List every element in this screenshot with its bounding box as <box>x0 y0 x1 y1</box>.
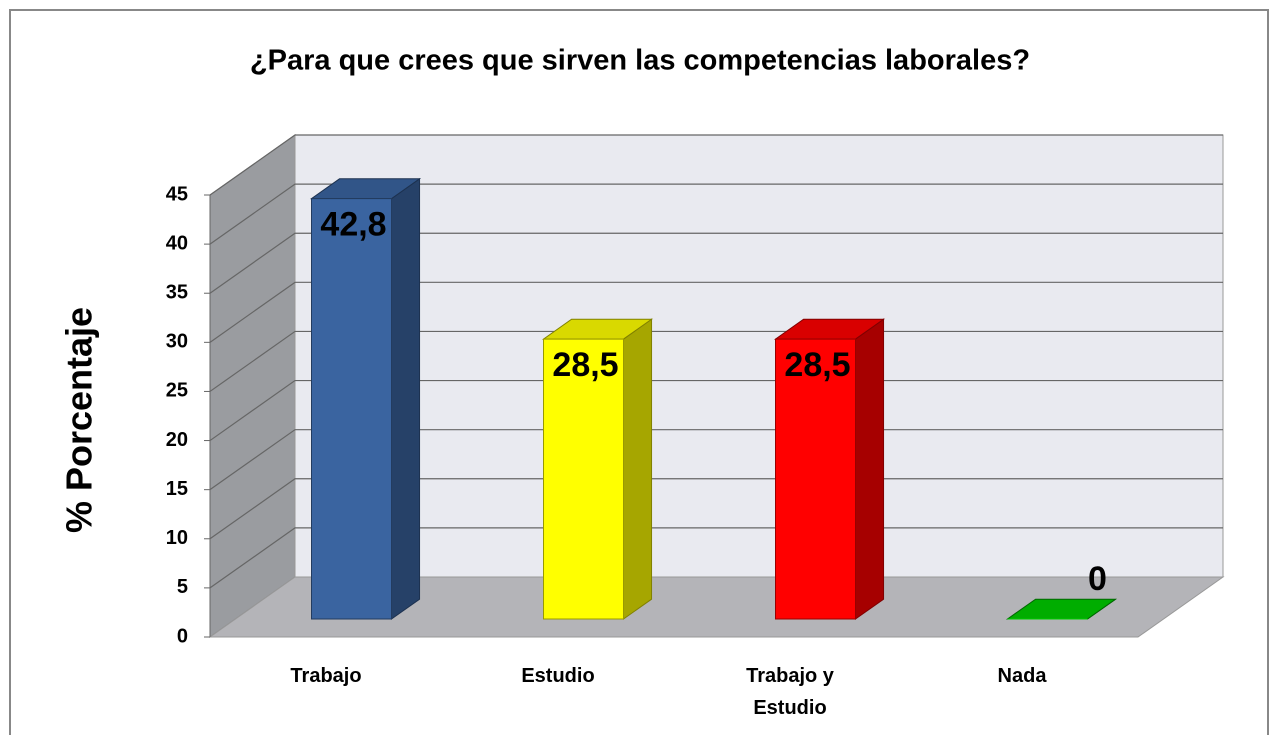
grid-line <box>209 478 1223 540</box>
bar-side <box>855 318 885 620</box>
y-axis-label: % Porcentaje <box>59 307 100 533</box>
y-tick-label: 5 <box>177 576 188 598</box>
y-tick-label: 0 <box>177 625 188 647</box>
value-label: 42,8 <box>320 206 386 244</box>
x-tick-label-box: Trabajo <box>290 665 362 687</box>
bar <box>311 198 392 620</box>
grid-line <box>209 232 1223 294</box>
grid-line <box>209 281 1223 343</box>
grid-line <box>209 183 1223 245</box>
bar-side <box>391 177 421 620</box>
back-wall <box>294 134 1224 578</box>
y-tick-label: 20 <box>166 429 188 451</box>
value-label: 28,5 <box>784 346 850 384</box>
grid-line <box>209 527 1223 589</box>
x-tick-label-box: Nada <box>997 665 1047 687</box>
x-tick-label: Nada <box>997 665 1047 687</box>
y-tick-label: 30 <box>166 331 188 353</box>
value-label: 28,5 <box>552 346 618 384</box>
floor <box>208 576 1225 638</box>
grid-line <box>209 330 1223 392</box>
x-tick-label: Trabajo <box>290 665 362 687</box>
y-tick-label: 35 <box>166 282 188 304</box>
x-tick-label-box: Estudio <box>521 665 595 687</box>
y-tick-label: 45 <box>166 183 188 205</box>
bar-side <box>623 318 653 620</box>
bar <box>543 338 624 620</box>
y-tick-label: 25 <box>166 380 188 402</box>
grid-line <box>209 134 1223 196</box>
y-tick-label: 40 <box>166 232 188 254</box>
grid-line <box>209 379 1223 442</box>
x-tick-label: Trabajo y Estudio <box>746 665 834 719</box>
chart-title: ¿Para que crees que sirven las competenc… <box>250 45 1030 77</box>
value-label: 0 <box>1088 560 1107 598</box>
x-tick-label-box: Trabajo y Estudio <box>746 665 834 719</box>
bar <box>775 338 856 620</box>
y-tick-label: 15 <box>166 478 188 500</box>
y-tick-label: 10 <box>166 527 188 549</box>
x-tick-label: Estudio <box>521 665 595 687</box>
grid-line <box>209 429 1223 491</box>
left-wall <box>209 134 296 638</box>
